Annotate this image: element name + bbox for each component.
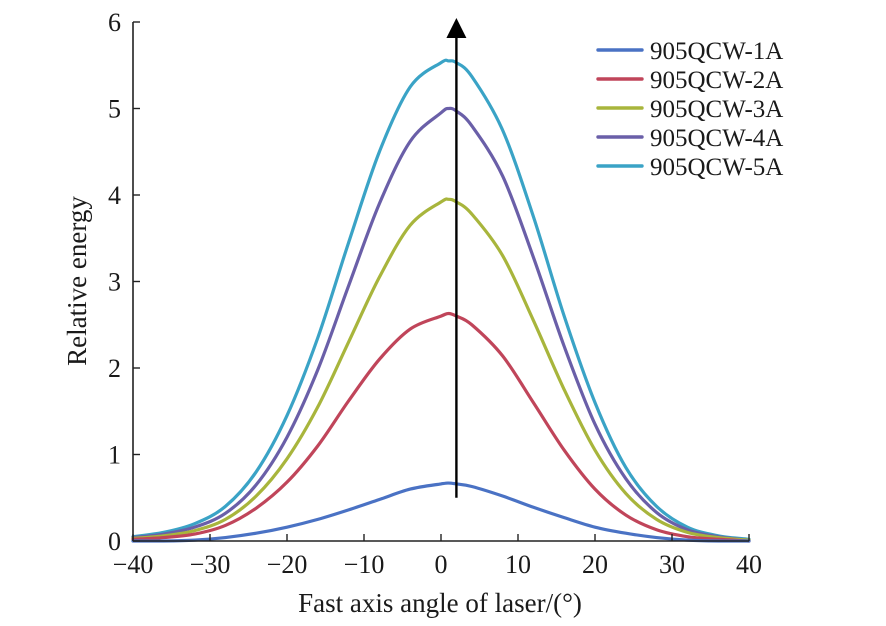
x-tick-label: 20 xyxy=(582,550,608,579)
y-tick-label: 2 xyxy=(108,354,121,383)
tick-labels: 0 1 2 3 4 5 6 −40 −30 −20 −10 0 10 20 30 40 xyxy=(108,8,762,579)
series-line-905qcw-2a xyxy=(131,311,751,543)
y-tick-label: 5 xyxy=(108,95,121,124)
legend-label-905qcw-1a: 905QCW-1A xyxy=(650,38,783,65)
series-line-905qcw-3a xyxy=(131,197,751,542)
series-line-905qcw-4a xyxy=(131,106,751,542)
x-tick-label: −40 xyxy=(113,550,154,579)
y-tick-label: 0 xyxy=(108,527,121,556)
x-tick-label: 40 xyxy=(736,550,762,579)
y-tick-label: 3 xyxy=(108,268,121,297)
x-tick-label: −10 xyxy=(344,550,385,579)
legend-label-905qcw-2a: 905QCW-2A xyxy=(650,67,783,94)
x-tick-label: −30 xyxy=(190,550,231,579)
x-tick-label: 30 xyxy=(659,550,685,579)
x-tick-label: 10 xyxy=(505,550,531,579)
axes xyxy=(132,21,750,542)
y-axis-label: Relative energy xyxy=(62,196,92,366)
x-tick-label: −20 xyxy=(267,550,308,579)
arrow-head xyxy=(446,18,467,38)
legend-label-905qcw-4a: 905QCW-4A xyxy=(650,125,783,152)
legend: 905QCW-1A905QCW-2A905QCW-3A905QCW-4A905Q… xyxy=(596,38,783,181)
legend-label-905qcw-5a: 905QCW-5A xyxy=(650,154,783,181)
x-tick-label: 0 xyxy=(435,550,448,579)
legend-label-905qcw-3a: 905QCW-3A xyxy=(650,96,783,123)
y-tick-label: 6 xyxy=(108,8,121,37)
series-line-905qcw-5a xyxy=(131,58,751,541)
series-line-905qcw-1a xyxy=(131,481,751,543)
x-axis-label: Fast axis angle of laser/(°) xyxy=(298,588,582,618)
y-tick-label: 4 xyxy=(108,181,121,210)
y-tick-label: 1 xyxy=(108,441,121,470)
series-group xyxy=(131,18,751,543)
